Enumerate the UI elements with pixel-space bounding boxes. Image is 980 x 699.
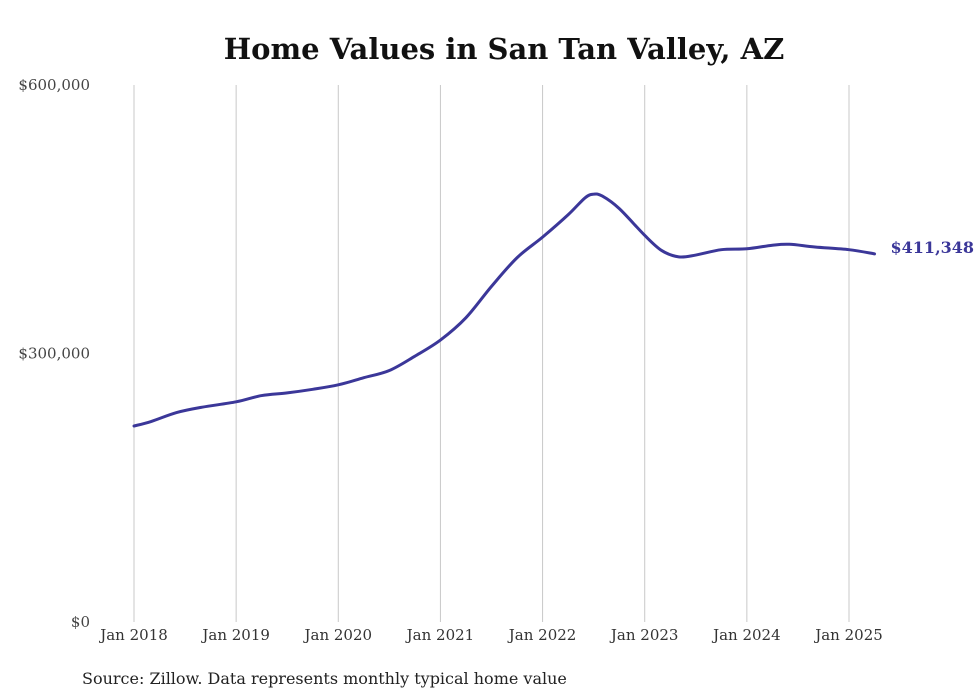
x-tick-label: Jan 2025	[813, 626, 883, 644]
chart-title: Home Values in San Tan Valley, AZ	[224, 32, 785, 66]
source-note: Source: Zillow. Data represents monthly …	[82, 669, 567, 688]
series-line-0	[132, 192, 877, 428]
vertical-gridlines	[133, 85, 850, 622]
x-tick-label: Jan 2024	[711, 626, 781, 644]
x-tick-label: Jan 2022	[507, 626, 577, 644]
y-axis-ticks: $0 $300,000 $600,000	[18, 76, 90, 631]
x-tick-label: Jan 2021	[405, 626, 475, 644]
x-tick-label: Jan 2018	[98, 626, 168, 644]
x-tick-label: Jan 2019	[200, 626, 270, 644]
x-axis-ticks: Jan 2018 Jan 2019 Jan 2020 Jan 2021 Jan 2022…	[98, 626, 883, 644]
y-tick-label: $0	[71, 613, 90, 631]
x-tick-label: Jan 2023	[609, 626, 679, 644]
y-tick-label: $300,000	[18, 345, 90, 363]
x-tick-label: Jan 2020	[303, 626, 373, 644]
end-value-label: $411,348	[891, 238, 975, 257]
series-group	[132, 192, 877, 428]
y-tick-label: $600,000	[18, 76, 90, 94]
